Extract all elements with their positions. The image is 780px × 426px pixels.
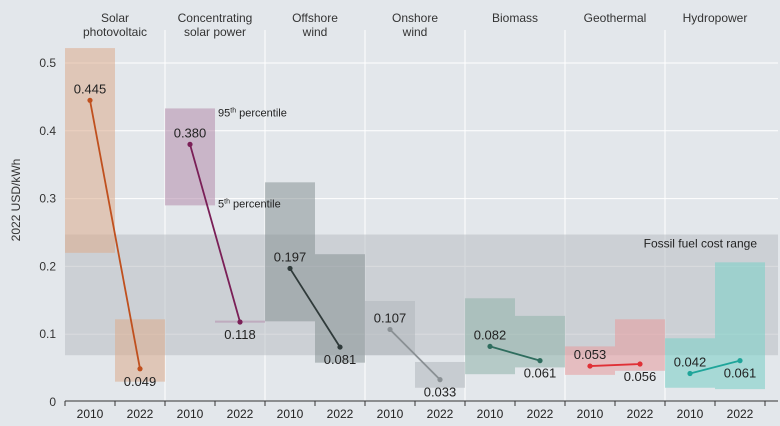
point-2022 (437, 377, 443, 383)
point-2010 (287, 265, 293, 272)
percentile-95-annotation: 95th percentile (218, 107, 287, 119)
point-2022 (737, 358, 743, 364)
technology-name: Onshore (392, 11, 438, 25)
point-2010 (487, 343, 493, 350)
technology-name: Hydropower (683, 11, 748, 25)
value-label-2010: 0.042 (674, 355, 707, 370)
value-label-2010: 0.107 (374, 310, 407, 325)
range-box-2010 (265, 182, 315, 322)
technology-name: Geothermal (584, 11, 647, 25)
technology-name: solar power (184, 25, 246, 39)
range-box-2022 (715, 262, 765, 390)
fossil-fuel-range-band (65, 234, 778, 356)
point-2010 (587, 363, 593, 369)
technology-name: Concentrating (178, 11, 253, 25)
range-box-2010 (665, 338, 715, 388)
point-2022 (537, 358, 543, 364)
fossil-fuel-range-label: Fossil fuel cost range (644, 237, 758, 251)
percentile-5-annotation: 5th percentile (218, 198, 281, 210)
point-2022 (237, 319, 243, 325)
range-box-2010 (65, 48, 115, 253)
x-tick-label: 2010 (477, 407, 504, 421)
technology-name: photovoltaic (83, 25, 147, 39)
technology-name: wind (302, 25, 328, 39)
x-tick-label: 2010 (677, 407, 704, 421)
value-label-2022: 0.056 (624, 369, 657, 384)
range-box-2022 (415, 361, 465, 388)
slope-line (589, 363, 641, 367)
x-tick-label: 2022 (327, 407, 354, 421)
point-2010 (187, 141, 193, 147)
y-tick-label: 0 (49, 395, 56, 409)
value-label-2022: 0.033 (424, 385, 457, 400)
value-label-2022: 0.061 (724, 366, 757, 381)
technology-name: Offshore (292, 11, 338, 25)
range-box-2010 (565, 346, 615, 375)
slope-line (89, 100, 141, 369)
value-label-2010: 0.053 (574, 347, 607, 362)
x-tick-label: 2022 (727, 407, 754, 421)
y-tick-label: 0.4 (39, 124, 56, 138)
slope-line (289, 267, 341, 348)
point-2022 (637, 361, 643, 367)
point-2022 (137, 366, 143, 372)
x-tick-label: 2022 (227, 407, 254, 421)
point-2010 (687, 370, 693, 377)
value-label-2022: 0.061 (524, 366, 557, 381)
y-tick-label: 0.1 (39, 327, 56, 341)
x-tick-label: 2010 (377, 407, 404, 421)
slope-line (389, 328, 441, 381)
point-2022 (337, 344, 343, 350)
value-label-2022: 0.118 (224, 327, 256, 342)
technology-name: wind (402, 25, 428, 39)
y-tick-label: 0.3 (39, 192, 56, 206)
value-label-2022: 0.049 (124, 374, 157, 389)
value-label-2010: 0.445 (74, 81, 107, 96)
point-2010 (387, 326, 393, 333)
point-2010 (87, 97, 93, 103)
value-label-2010: 0.082 (474, 327, 507, 342)
x-tick-label: 2010 (177, 407, 204, 421)
x-tick-label: 2022 (527, 407, 554, 421)
x-tick-label: 2022 (127, 407, 154, 421)
x-tick-label: 2022 (627, 407, 654, 421)
x-tick-label: 2010 (277, 407, 304, 421)
range-box-2022 (115, 319, 165, 382)
value-label-2010: 0.380 (174, 125, 207, 140)
x-tick-label: 2010 (577, 407, 604, 421)
y-axis-label: 2022 USD/kWh (9, 159, 23, 242)
y-tick-label: 0.5 (39, 56, 56, 70)
value-label-2010: 0.197 (274, 249, 307, 264)
y-tick-label: 0.2 (39, 259, 56, 273)
technology-name: Solar (101, 11, 129, 25)
slope-line (189, 144, 241, 323)
range-box-2010 (165, 108, 215, 206)
range-box-2010 (465, 298, 515, 375)
x-tick-label: 2010 (77, 407, 104, 421)
technology-name: Biomass (492, 11, 538, 25)
slope-line (489, 345, 541, 362)
slope-line (689, 359, 741, 375)
x-tick-label: 2022 (427, 407, 454, 421)
value-label-2022: 0.081 (324, 352, 357, 367)
